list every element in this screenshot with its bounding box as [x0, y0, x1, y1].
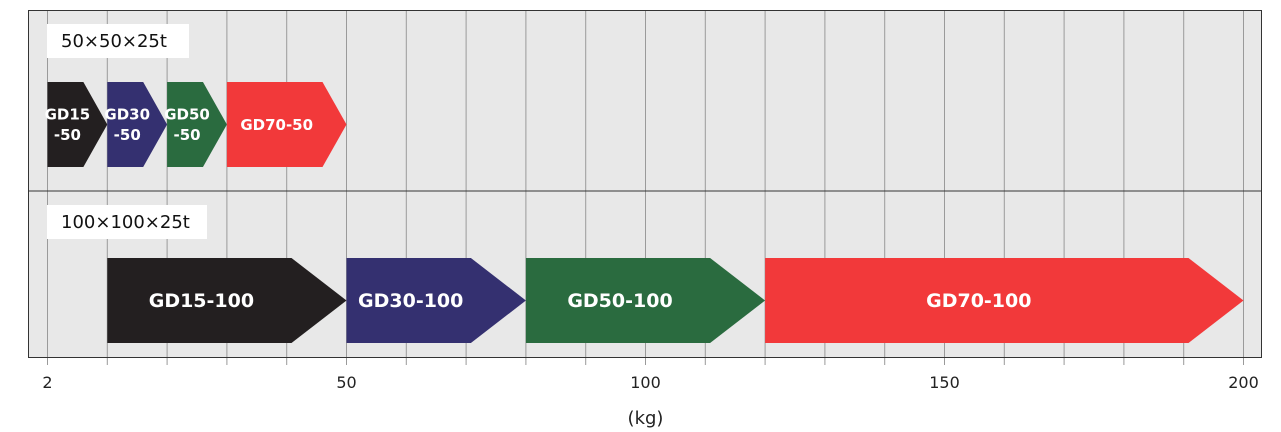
bar-arrow — [47, 82, 108, 167]
bar-label: GD50-100 — [567, 290, 672, 312]
bar-label: GD50 — [164, 106, 210, 124]
x-axis-label: (kg) — [628, 408, 664, 429]
bar-label: GD15 — [45, 106, 91, 124]
bar-arrow — [525, 258, 766, 343]
group-label: 50×50×25t — [61, 31, 167, 52]
group-label-box — [47, 24, 189, 58]
x-tick-label: 50 — [336, 373, 356, 392]
bar-arrow — [167, 82, 227, 167]
bar-label: -50 — [173, 126, 200, 144]
x-tick-label: 150 — [929, 373, 960, 392]
bar-label: -50 — [114, 126, 141, 144]
bar-label: GD70-100 — [926, 290, 1031, 312]
bar-label: GD70-50 — [240, 116, 313, 134]
bar-label: GD15-100 — [149, 290, 254, 312]
bar-arrow — [226, 82, 347, 167]
plot-frame — [28, 10, 1262, 358]
bar-arrow — [107, 258, 347, 343]
group-label: 100×100×25t — [61, 212, 190, 233]
group-label-box — [47, 205, 207, 239]
bar-arrow — [765, 258, 1244, 343]
x-tick-label: 2 — [42, 373, 52, 392]
bar-label: -50 — [54, 126, 81, 144]
bar-arrow — [107, 82, 168, 167]
bar-label: GD30 — [104, 106, 150, 124]
x-tick-label: 200 — [1228, 373, 1259, 392]
bar-arrow — [346, 258, 526, 343]
x-tick-label: 100 — [630, 373, 661, 392]
bar-label: GD30-100 — [358, 290, 463, 312]
